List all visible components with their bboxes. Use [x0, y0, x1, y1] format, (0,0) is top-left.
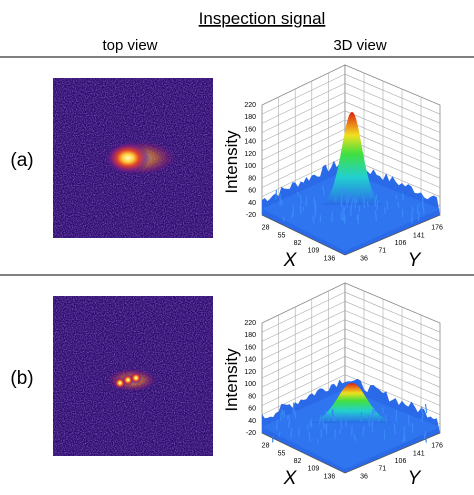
x-axis-label: X [283, 468, 298, 489]
surface-spike [349, 189, 350, 197]
x-tick-label: 109 [308, 248, 320, 255]
z-tick-label: 80 [248, 175, 256, 182]
z-tick-label: 100 [244, 381, 256, 388]
panel-label: (a) [10, 150, 33, 171]
y-tick-label: 176 [431, 225, 443, 232]
x-tick-label: 109 [308, 466, 320, 473]
y-tick-label: 71 [378, 466, 386, 473]
surface-spike [332, 211, 333, 222]
z-tick-label: 40 [248, 418, 256, 425]
x-tick-label: 136 [324, 473, 336, 480]
x-tick-label: 136 [324, 255, 336, 262]
z-tick-label: 120 [244, 151, 256, 158]
z-tick-label: 40 [248, 200, 256, 207]
z-tick-label: 180 [244, 332, 256, 339]
surface-spike [376, 194, 377, 199]
surface-spike [385, 207, 386, 214]
y-tick-label: 141 [413, 232, 425, 239]
y-tick-label: 106 [395, 458, 407, 465]
surface-spike [293, 402, 294, 413]
z-axis-label: Intensity [222, 348, 241, 412]
surface-spike [345, 414, 346, 420]
y-tick-label: 36 [360, 473, 368, 480]
figure-title: Inspection signal [199, 9, 326, 28]
surface-spike [333, 409, 334, 420]
z-tick-label: 140 [244, 357, 256, 364]
y-tick-label: 36 [360, 255, 368, 262]
z-tick-label: 220 [244, 320, 256, 327]
z-tick-label: 120 [244, 369, 256, 376]
hot-spot [106, 142, 150, 174]
surface-spike [422, 407, 423, 414]
y-axis-label: Y [408, 250, 422, 271]
z-tick-label: 60 [248, 188, 256, 195]
x-tick-label: 55 [278, 232, 286, 239]
surface-spike [326, 411, 327, 416]
surface-spike [359, 189, 360, 196]
surface-spike [335, 430, 336, 440]
y-tick-label: 106 [395, 240, 407, 247]
hot-spot [130, 372, 142, 384]
surface-spike [387, 201, 388, 210]
z-tick-label: 180 [244, 114, 256, 121]
z-tick-label: 220 [244, 102, 256, 109]
panel: (a)220180160140120100806040-20Intensity2… [10, 65, 443, 271]
x-tick-label: 55 [278, 450, 286, 457]
top-view-image [53, 78, 213, 238]
surface-spike [295, 410, 296, 418]
z-tick-label: 80 [248, 393, 256, 400]
z-axis-label: Intensity [222, 130, 241, 194]
z-tick-label: 160 [244, 126, 256, 133]
surface-spike [309, 432, 310, 442]
surface-spike [376, 210, 377, 221]
surface-spike [303, 207, 304, 211]
surface-spike [418, 212, 419, 221]
x-axis-label: X [283, 250, 298, 271]
z-tick-label: -20 [246, 212, 256, 219]
surface-spike [300, 205, 301, 215]
y-tick-label: 141 [413, 450, 425, 457]
z-tick-label: 160 [244, 344, 256, 351]
surface-spike [277, 420, 278, 430]
plot-3d: 220 180 160 140 120 100 80 60 40 -20 Intensity 28 55… [222, 65, 443, 271]
y-tick-label: 176 [431, 443, 443, 450]
surface-spike [340, 429, 341, 434]
z-tick-label: 60 [248, 406, 256, 413]
x-tick-label: 28 [262, 225, 270, 232]
surface-spike [281, 199, 282, 205]
plot-3d: 220 180 160 140 120 100 80 60 40 -20 Intensity 28 55… [222, 283, 443, 489]
column-header: top view [102, 37, 157, 54]
z-tick-label: -20 [246, 430, 256, 437]
x-tick-label: 82 [294, 458, 302, 465]
panel-label: (b) [10, 368, 33, 389]
y-tick-label: 71 [378, 248, 386, 255]
surface-spike [306, 197, 307, 207]
z-tick-label: 140 [244, 139, 256, 146]
surface-spike [403, 437, 404, 443]
surface-spike [288, 422, 289, 427]
x-tick-label: 82 [294, 240, 302, 247]
surface-spike [328, 415, 329, 420]
top-view-image [53, 296, 213, 456]
z-tick-label: 100 [244, 163, 256, 170]
y-axis-label: Y [408, 468, 422, 489]
surface-spike [314, 197, 315, 202]
surface-spike [276, 190, 277, 200]
column-header: 3D view [333, 37, 387, 54]
x-tick-label: 28 [262, 443, 270, 450]
panel: (b)220180160140120100806040-20Intensity2… [10, 283, 443, 489]
